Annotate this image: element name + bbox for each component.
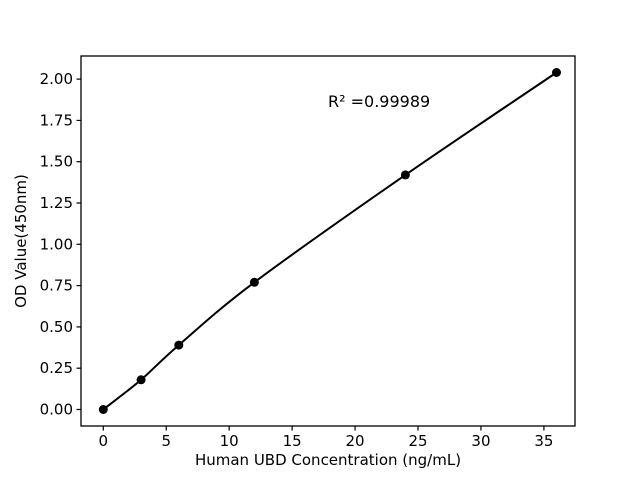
fit-curve	[102, 71, 558, 411]
data-point	[552, 68, 561, 77]
x-tick-label: 35	[534, 432, 553, 450]
y-tick-label: 0.50	[40, 318, 73, 336]
x-tick-label: 25	[408, 432, 427, 450]
data-point	[98, 405, 108, 414]
y-tick-label: 0.00	[40, 400, 73, 418]
y-tick-label: 1.50	[40, 153, 73, 171]
x-tick-label: 10	[220, 432, 239, 450]
r-squared-annotation: R² =0.99989	[328, 92, 431, 111]
x-tick-label: 15	[283, 432, 302, 450]
y-tick-label: 1.00	[40, 235, 73, 253]
x-tick-label: 0	[99, 432, 109, 450]
data-point	[249, 277, 259, 287]
y-tick-label: 2.00	[40, 70, 73, 88]
plot-frame	[80, 55, 576, 427]
data-point	[136, 375, 146, 385]
x-tick-label: 20	[346, 432, 365, 450]
x-tick-label: 5	[161, 432, 171, 450]
y-tick-label: 1.25	[40, 194, 73, 212]
x-axis-label: Human UBD Concentration (ng/mL)	[194, 451, 462, 469]
y-tick-label: 0.25	[40, 359, 73, 377]
y-axis-label: OD Value(450nm)	[11, 174, 30, 308]
y-tick-label: 1.75	[40, 111, 73, 129]
x-tick-label: 30	[471, 432, 490, 450]
data-point	[174, 340, 184, 350]
data-point	[400, 170, 410, 180]
y-tick-label: 0.75	[40, 277, 73, 295]
